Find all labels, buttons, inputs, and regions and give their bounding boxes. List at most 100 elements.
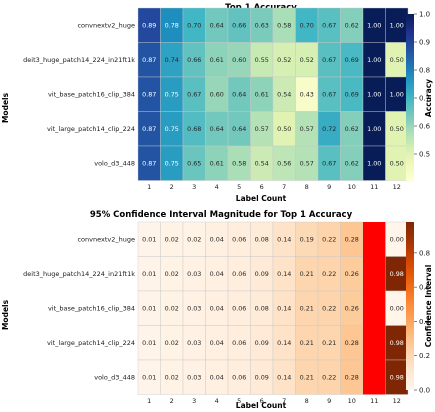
- x-axis-label: Label Count: [236, 194, 287, 203]
- cell-value-label: 0.01: [142, 339, 156, 347]
- cell-value-label: 0.60: [210, 91, 224, 99]
- cell-value-label: 0.62: [345, 22, 359, 30]
- y-tick-label: deit3_huge_patch14_224_in21ft1k: [23, 270, 135, 278]
- x-axis-label: Label Count: [236, 401, 287, 410]
- y-tick-label: volo_d3_448: [94, 374, 135, 382]
- cell-value-label: 0.03: [187, 374, 201, 382]
- chart-title: 95% Confidence Interval Magnitude for To…: [90, 210, 353, 220]
- cell-value-label: 0.52: [277, 56, 291, 64]
- colorbar-tick-label: 0.6: [419, 284, 431, 292]
- cell-value-label: 0.00: [390, 305, 404, 313]
- cell-value-label: 0.75: [165, 160, 179, 168]
- x-tick-label: 9: [327, 397, 331, 405]
- cell-value-label: 0.19: [300, 236, 314, 244]
- cell-value-label: 0.67: [322, 56, 336, 64]
- x-tick-label: 2: [170, 397, 174, 405]
- cell-value-label: 0.28: [345, 374, 359, 382]
- cell-value-label: 0.02: [165, 374, 179, 382]
- colorbar-tick-label: 0.5: [419, 150, 430, 158]
- cell-value-label: 0.63: [255, 22, 269, 30]
- cell-value-label: 0.67: [322, 91, 336, 99]
- cell-value-label: 0.21: [300, 374, 314, 382]
- x-tick-label: 9: [327, 183, 331, 191]
- cell-value-label: 0.14: [277, 305, 291, 313]
- cell-value-label: 0.01: [142, 236, 156, 244]
- x-tick-label: 1: [147, 397, 151, 405]
- cell-value-label: 0.14: [277, 374, 291, 382]
- cell-value-label: 0.50: [390, 56, 404, 64]
- cell-value-label: 0.55: [255, 56, 269, 64]
- cell-value-label: 0.98: [390, 339, 404, 347]
- cell-value-label: 0.69: [345, 56, 359, 64]
- x-tick-label: 8: [305, 183, 309, 191]
- x-tick-label: 3: [192, 397, 196, 405]
- cell-value-label: 0.09: [255, 374, 269, 382]
- cell-value-label: 0.50: [277, 125, 291, 133]
- cell-value-label: 0.87: [142, 160, 156, 168]
- cell-value-label: 0.60: [232, 56, 246, 64]
- cell-value-label: 0.67: [322, 22, 336, 30]
- confidence-interval-heatmap-panel: 95% Confidence Interval Magnitude for To…: [1, 210, 433, 410]
- colorbar-tick-label: 0.4: [419, 318, 431, 326]
- cell-value-label: 0.65: [187, 160, 201, 168]
- cell-value-label: 0.08: [255, 305, 269, 313]
- colorbar: [406, 222, 414, 390]
- cell-value-label: 0.74: [165, 56, 179, 64]
- cell-value-label: 0.08: [255, 236, 269, 244]
- cell-value-label: 0.04: [210, 374, 224, 382]
- y-axis-label: Models: [1, 92, 10, 123]
- cell-value-label: 0.98: [390, 270, 404, 278]
- cell-value-label: 0.01: [142, 270, 156, 278]
- cell-value-label: 0.66: [187, 56, 201, 64]
- x-tick-label: 4: [215, 397, 219, 405]
- heatmap-cell: [363, 325, 386, 360]
- cell-value-label: 0.03: [187, 270, 201, 278]
- cell-value-label: 0.09: [255, 270, 269, 278]
- cell-value-label: 0.22: [322, 270, 336, 278]
- cell-value-label: 0.28: [345, 236, 359, 244]
- cell-value-label: 0.54: [255, 160, 269, 168]
- cell-value-label: 0.04: [210, 339, 224, 347]
- accuracy-heatmap-panel: Top 1 Accuracy 0.890.780.700.640.660.630…: [1, 3, 433, 203]
- x-tick-label: 6: [260, 183, 264, 191]
- cell-value-label: 0.50: [390, 125, 404, 133]
- cell-value-label: 0.72: [322, 125, 336, 133]
- colorbar-ticks: 0.0 0.2 0.4 0.6 0.8: [414, 249, 431, 394]
- cell-value-label: 0.21: [300, 339, 314, 347]
- cell-value-label: 0.75: [165, 125, 179, 133]
- y-tick-label: volo_d3_448: [94, 160, 135, 168]
- cell-value-label: 0.58: [277, 22, 291, 30]
- cell-value-label: 0.04: [210, 305, 224, 313]
- cell-value-label: 0.50: [390, 160, 404, 168]
- x-tick-label: 1: [147, 183, 151, 191]
- cell-value-label: 0.62: [345, 160, 359, 168]
- y-tick-label: vit_base_patch16_clip_384: [48, 91, 135, 99]
- x-tick-label: 5: [237, 397, 241, 405]
- cell-value-label: 0.57: [300, 125, 314, 133]
- y-tick-label: vit_large_patch14_clip_224: [47, 339, 135, 347]
- x-tick-label: 4: [215, 183, 219, 191]
- x-tick-label: 10: [348, 183, 356, 191]
- x-tick-label: 8: [305, 397, 309, 405]
- cell-value-label: 0.06: [232, 339, 246, 347]
- cell-value-label: 0.04: [210, 270, 224, 278]
- y-tick-label: vit_large_patch14_clip_224: [47, 125, 135, 133]
- cell-value-label: 0.14: [277, 270, 291, 278]
- cell-value-label: 0.68: [187, 125, 201, 133]
- x-tick-label: 10: [348, 397, 356, 405]
- cell-value-label: 1.00: [390, 22, 404, 30]
- x-tick-label: 7: [282, 183, 286, 191]
- x-tick-label: 12: [393, 397, 401, 405]
- cell-value-label: 0.57: [300, 160, 314, 168]
- colorbar-tick-label: 1.0: [419, 10, 430, 18]
- colorbar-label: Accuracy: [424, 79, 433, 117]
- colorbar-tick-label: 0.2: [419, 352, 430, 360]
- cell-value-label: 0.64: [210, 125, 224, 133]
- cell-value-label: 0.62: [345, 125, 359, 133]
- cell-value-label: 0.67: [187, 91, 201, 99]
- y-tick-labels: convnextv2_huge deit3_huge_patch14_224_in…: [23, 22, 135, 168]
- cell-value-label: 1.00: [367, 91, 381, 99]
- cell-value-label: 0.69: [345, 91, 359, 99]
- cell-value-label: 0.09: [255, 339, 269, 347]
